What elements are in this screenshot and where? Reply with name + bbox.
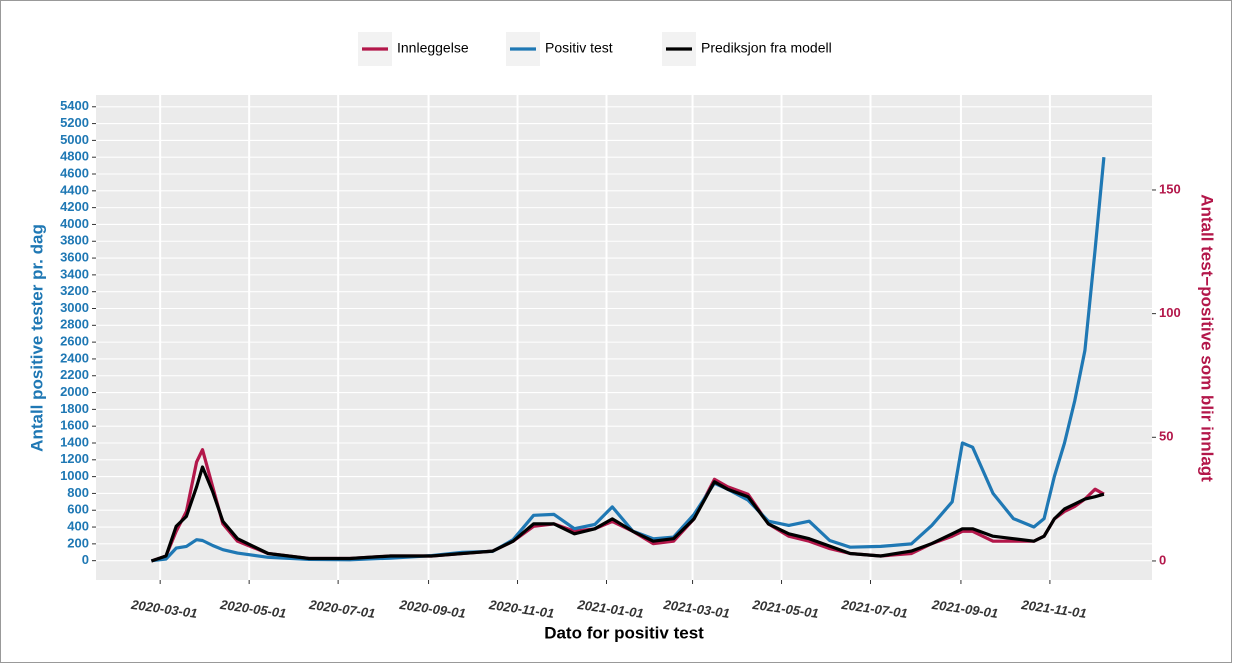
y-tick-label: 200 — [67, 535, 89, 550]
legend-label: Prediksjon fra modell — [701, 40, 832, 56]
y-tick-label: 5200 — [60, 115, 89, 130]
y-tick-label: 1600 — [60, 418, 89, 433]
y-axis-label: Antall positive tester pr. dag — [27, 224, 46, 452]
y-tick-label: 1400 — [60, 434, 89, 449]
y-tick-label: 4400 — [60, 182, 89, 197]
y-tick-label: 4800 — [60, 149, 89, 164]
y2-tick-label: 100 — [1159, 305, 1181, 320]
y-tick-label: 5400 — [60, 98, 89, 113]
y-tick-label: 4000 — [60, 216, 89, 231]
y-tick-label: 2800 — [60, 317, 89, 332]
panel — [96, 95, 1152, 580]
legend-label: Positiv test — [545, 40, 613, 56]
x-axis-label: Dato for positiv test — [544, 623, 704, 642]
y-tick-label: 3000 — [60, 300, 89, 315]
y2-tick-label: 50 — [1159, 429, 1173, 444]
y-tick-label: 2200 — [60, 367, 89, 382]
y2-axis-label: Antall test−positive som blir innlagt — [1198, 194, 1217, 482]
y-tick-label: 1000 — [60, 468, 89, 483]
y-tick-label: 800 — [67, 485, 89, 500]
y-tick-label: 3400 — [60, 266, 89, 281]
y-tick-label: 3800 — [60, 233, 89, 248]
y-tick-label: 2000 — [60, 384, 89, 399]
y-tick-label: 4600 — [60, 165, 89, 180]
y-tick-label: 1800 — [60, 401, 89, 416]
y-tick-label: 1200 — [60, 451, 89, 466]
y-tick-label: 2400 — [60, 350, 89, 365]
y-tick-label: 5000 — [60, 132, 89, 147]
y-tick-label: 0 — [82, 552, 89, 567]
y-tick-label: 400 — [67, 518, 89, 533]
y-tick-label: 4200 — [60, 199, 89, 214]
plot — [150, 157, 1106, 563]
y-tick-label: 3600 — [60, 250, 89, 265]
y-tick-label: 3200 — [60, 283, 89, 298]
series-line — [151, 157, 1106, 563]
series-line — [150, 465, 1105, 563]
y-tick-label: 2600 — [60, 334, 89, 349]
y2-tick-label: 0 — [1159, 552, 1166, 567]
y2-tick-label: 150 — [1159, 181, 1181, 196]
legend-label: Innleggelse — [397, 40, 469, 56]
legend: Innleggelse Positiv test Prediksjon fra mo… — [358, 32, 832, 66]
y-tick-label: 600 — [67, 502, 89, 517]
